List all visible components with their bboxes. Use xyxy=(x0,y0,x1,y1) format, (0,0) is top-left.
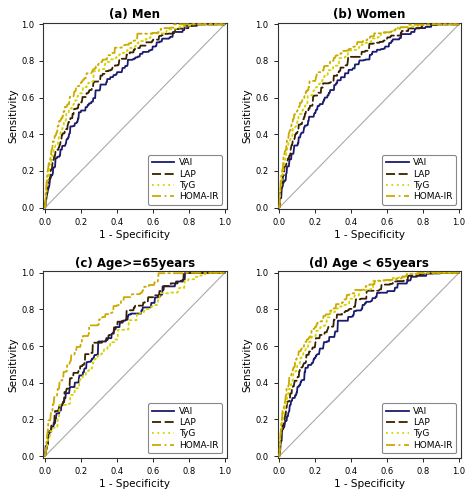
Legend: VAI, LAP, TyG, HOMA-IR: VAI, LAP, TyG, HOMA-IR xyxy=(148,155,222,205)
X-axis label: 1 - Specificity: 1 - Specificity xyxy=(334,479,405,489)
Y-axis label: Sensitivity: Sensitivity xyxy=(243,337,253,392)
Legend: VAI, LAP, TyG, HOMA-IR: VAI, LAP, TyG, HOMA-IR xyxy=(383,155,456,205)
X-axis label: 1 - Specificity: 1 - Specificity xyxy=(100,230,171,240)
Title: (d) Age < 65years: (d) Age < 65years xyxy=(309,257,429,270)
Y-axis label: Sensitivity: Sensitivity xyxy=(9,88,18,143)
Legend: VAI, LAP, TyG, HOMA-IR: VAI, LAP, TyG, HOMA-IR xyxy=(383,404,456,453)
Legend: VAI, LAP, TyG, HOMA-IR: VAI, LAP, TyG, HOMA-IR xyxy=(148,404,222,453)
Title: (c) Age>=65years: (c) Age>=65years xyxy=(75,257,195,270)
Y-axis label: Sensitivity: Sensitivity xyxy=(9,337,18,392)
Title: (a) Men: (a) Men xyxy=(109,8,161,21)
X-axis label: 1 - Specificity: 1 - Specificity xyxy=(334,230,405,240)
Y-axis label: Sensitivity: Sensitivity xyxy=(243,88,253,143)
X-axis label: 1 - Specificity: 1 - Specificity xyxy=(100,479,171,489)
Title: (b) Women: (b) Women xyxy=(333,8,405,21)
